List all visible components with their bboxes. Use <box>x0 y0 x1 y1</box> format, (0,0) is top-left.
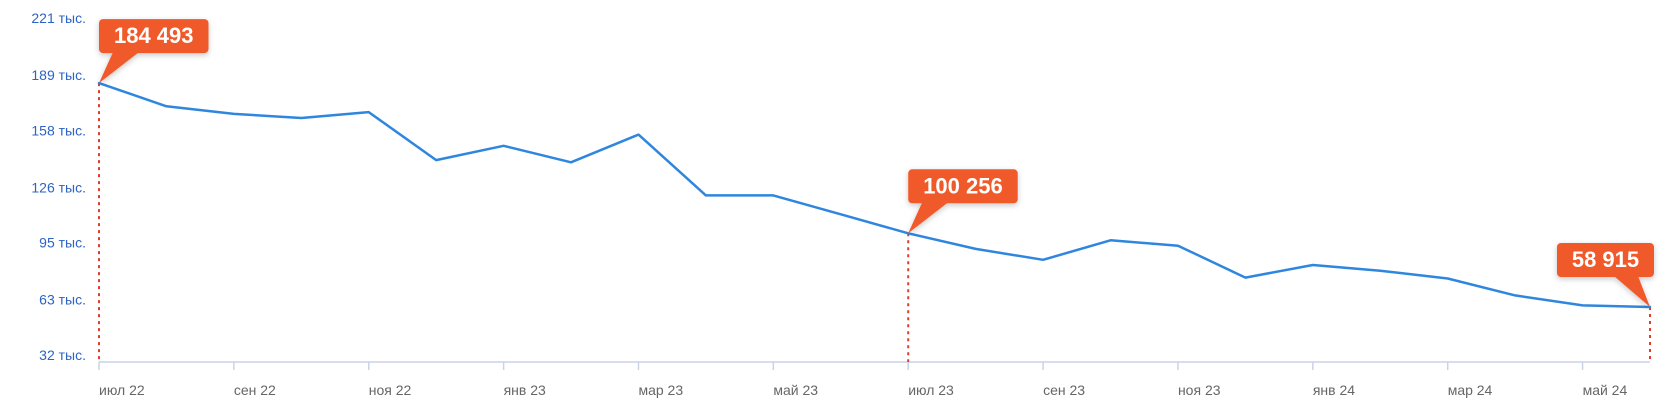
y-tick-label: 221 тыс. <box>31 10 86 26</box>
x-tick-label: май 23 <box>773 382 818 398</box>
y-axis-ticks: 221 тыс. 189 тыс. 158 тыс. 126 тыс. 95 тыс. 6… <box>31 10 86 363</box>
callout-badge: 58 915 <box>1557 243 1654 308</box>
callout-value: 58 915 <box>1572 247 1639 272</box>
callout-markers <box>98 83 1651 362</box>
callout-badge: 184 493 <box>99 19 209 84</box>
x-tick-label: янв 24 <box>1313 382 1355 398</box>
series-line-group <box>97 81 1652 309</box>
x-tick-label: ноя 22 <box>369 382 412 398</box>
y-tick-label: 95 тыс. <box>39 235 86 251</box>
callout-pointer <box>908 202 949 234</box>
x-tick-label: мар 24 <box>1448 382 1493 398</box>
y-tick-label: 126 тыс. <box>31 179 86 195</box>
callout-box <box>908 169 1018 204</box>
x-tick-label: июл 23 <box>908 382 954 398</box>
x-tick-label: янв 23 <box>504 382 546 398</box>
callout-pointer <box>1614 276 1650 308</box>
x-tick-label: ноя 23 <box>1178 382 1221 398</box>
series-line <box>97 81 1652 309</box>
y-tick-label: 158 тыс. <box>31 122 86 138</box>
callout-box <box>1557 243 1654 278</box>
callout-box <box>99 19 209 54</box>
callout-value: 100 256 <box>923 173 1003 198</box>
x-tick-label: сен 22 <box>234 382 276 398</box>
callout-pointer <box>99 52 139 84</box>
callouts: 184 493 100 256 58 915 <box>99 19 1654 308</box>
callout-value: 184 493 <box>114 23 194 48</box>
y-tick-label: 189 тыс. <box>31 67 86 83</box>
x-tick-label: сен 23 <box>1043 382 1085 398</box>
x-tick-label: май 24 <box>1583 382 1628 398</box>
x-axis: июл 22 сен 22 ноя 22 янв 23 мар 23 май 23 июл … <box>98 361 1650 398</box>
y-tick-label: 32 тыс. <box>39 347 86 363</box>
callout-badge: 100 256 <box>908 169 1018 234</box>
x-tick-label: июл 22 <box>99 382 145 398</box>
x-tick-label: мар 23 <box>638 382 683 398</box>
y-tick-label: 63 тыс. <box>39 292 86 308</box>
